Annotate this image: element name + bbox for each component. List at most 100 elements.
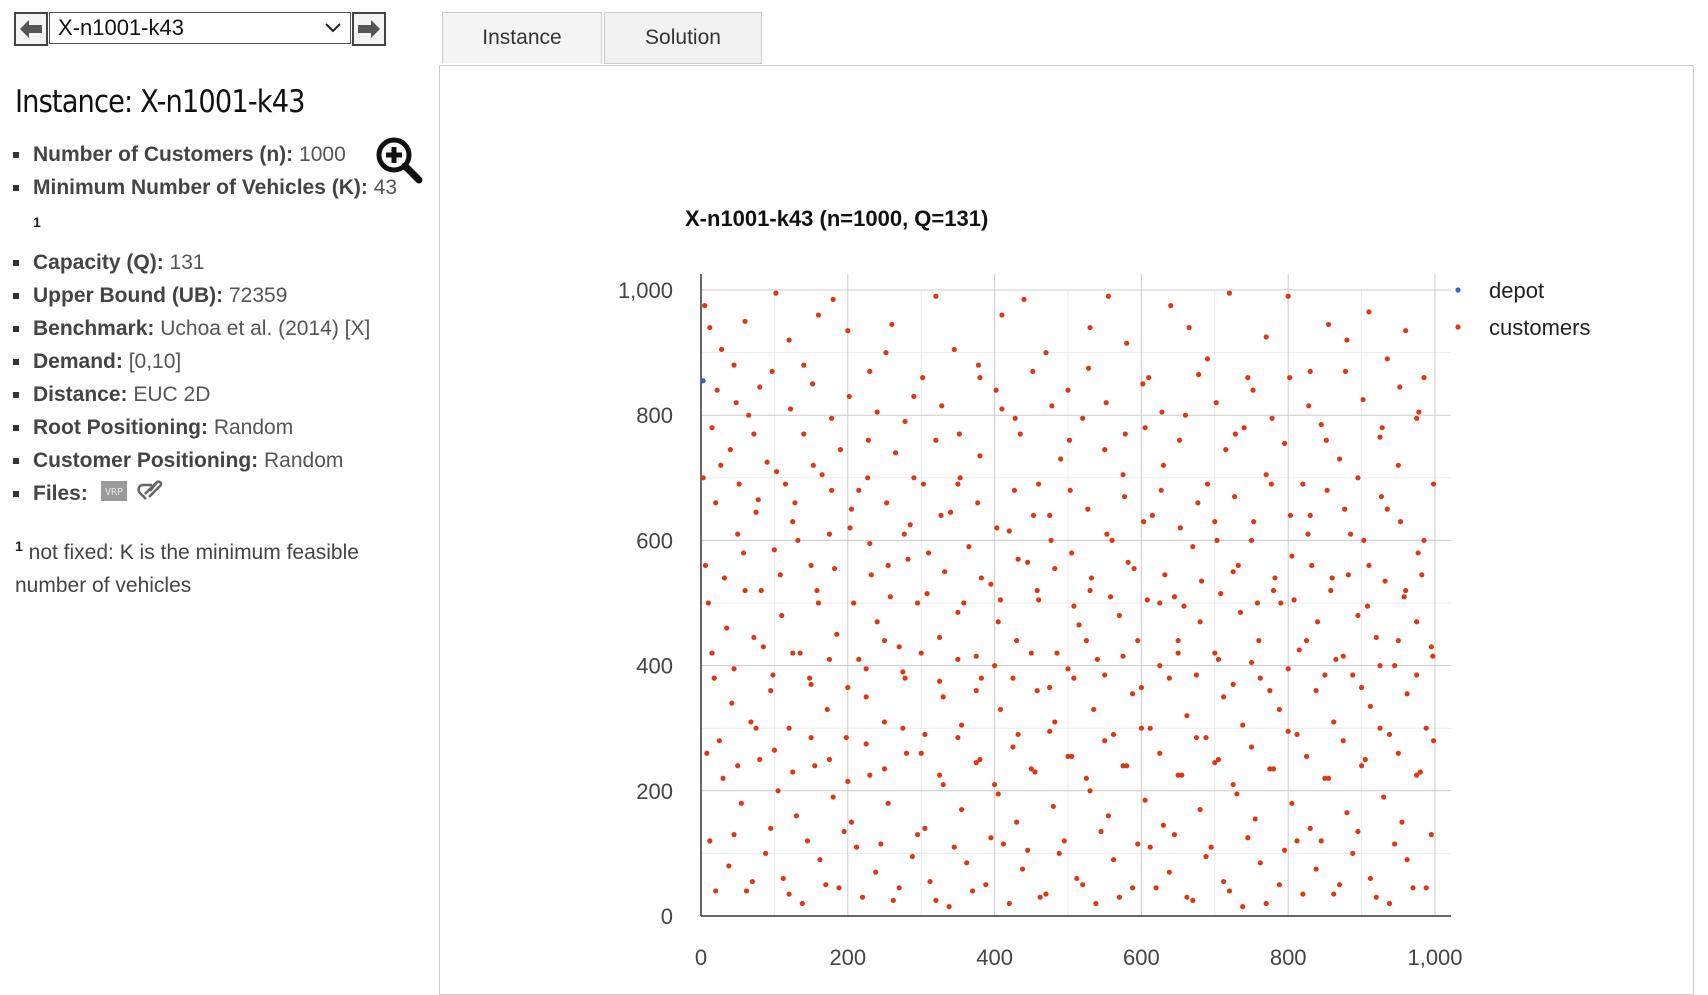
customer-point (1142, 797, 1148, 803)
customer-point (1417, 769, 1423, 775)
customer-point (799, 900, 805, 907)
customer-point (988, 581, 994, 587)
customer-point (1430, 481, 1437, 487)
customer-point (859, 894, 866, 900)
customer-point (892, 450, 899, 456)
customer-point (1085, 365, 1092, 371)
customer-point (834, 631, 840, 637)
customer-point (1230, 681, 1236, 687)
customer-point (1331, 719, 1337, 725)
customer-point (1342, 506, 1348, 512)
customer-point (1397, 384, 1403, 390)
customer-point (1120, 653, 1126, 659)
customer-point (801, 431, 807, 437)
customer-point (1395, 750, 1401, 756)
customer-point (956, 431, 962, 437)
instance-title: Instance: X-n1001-k43 (15, 84, 306, 120)
benchmark-link[interactable]: Uchoa et al. (2014) [X] (160, 317, 371, 340)
prop-benchmark: Benchmark: Uchoa et al. (2014) [X] (13, 312, 403, 345)
instance-properties: Number of Customers (n): 1000 Minimum Nu… (13, 138, 403, 510)
customer-point (1416, 409, 1422, 415)
customer-point (1403, 328, 1409, 334)
customer-point (1047, 728, 1053, 734)
customer-point (795, 537, 801, 543)
customer-point (1069, 753, 1075, 759)
customer-point (922, 731, 928, 738)
customer-point (1147, 725, 1153, 731)
customer-point (1267, 688, 1273, 694)
customer-point (760, 644, 766, 650)
customer-point (1333, 656, 1339, 662)
customer-point (773, 290, 779, 296)
customer-point (1303, 637, 1310, 644)
customer-point (771, 747, 777, 753)
zoom-in-icon[interactable] (375, 136, 423, 184)
customer-point (1355, 828, 1361, 835)
prev-instance-button[interactable] (14, 12, 48, 46)
customer-point (1300, 891, 1306, 897)
customer-point (957, 475, 963, 481)
customer-point (1052, 719, 1058, 725)
customer-point (1366, 562, 1372, 569)
customer-point (1036, 597, 1042, 603)
customer-point (1030, 368, 1036, 374)
prop-value: [0,10] (128, 350, 182, 373)
customer-point (1204, 356, 1211, 362)
customer-point (958, 806, 965, 813)
customer-point (922, 825, 928, 831)
customer-point (1430, 738, 1437, 744)
customer-point (829, 415, 835, 421)
depot-point (700, 378, 706, 384)
customer-point (1065, 387, 1071, 393)
customer-point (1166, 869, 1172, 875)
customer-point (951, 844, 957, 850)
customer-point (1186, 324, 1192, 331)
prop-value: 131 (169, 251, 205, 274)
instance-select[interactable]: X-n1001-k43 (49, 12, 351, 44)
solution-file-icon[interactable] (136, 477, 164, 503)
customer-point (1181, 603, 1187, 609)
customer-point (940, 781, 946, 788)
customer-point (1318, 838, 1324, 844)
customer-point (1278, 600, 1284, 606)
next-instance-button[interactable] (352, 12, 386, 46)
customer-point (1215, 656, 1222, 662)
customer-point (769, 368, 775, 374)
customer-point (1355, 612, 1361, 619)
customer-point (1237, 609, 1244, 615)
customer-point (1141, 519, 1147, 525)
tab-solution[interactable]: Solution (604, 12, 762, 64)
prop-label: Capacity (Q): (33, 251, 164, 274)
customer-point (1021, 296, 1027, 302)
footnote-text: not fixed: K is the minimum feasible num… (15, 541, 359, 597)
customer-point (1307, 825, 1313, 831)
customer-point (1395, 462, 1401, 468)
customer-point (1382, 578, 1388, 584)
customer-point (1028, 650, 1034, 656)
customer-point (707, 324, 713, 331)
prop-upper-bound: Upper Bound (UB): 72359 (13, 279, 403, 312)
customer-point (1017, 431, 1023, 437)
customer-point (736, 481, 742, 487)
chart-ticks: 0 200 400 600 800 1,000 0 200 400 600 800 1,000 (618, 278, 1463, 970)
customer-point (1144, 597, 1150, 603)
customer-point (1085, 506, 1091, 512)
customer-point (1331, 891, 1337, 897)
customer-point (727, 447, 733, 453)
customer-point (830, 794, 836, 800)
customer-point (1131, 565, 1137, 572)
tab-instance[interactable]: Instance (442, 12, 602, 64)
customer-point (863, 741, 869, 747)
customer-point (1399, 819, 1405, 825)
customer-point (920, 481, 927, 487)
customer-point (1196, 371, 1202, 378)
customer-point (1014, 637, 1020, 644)
customer-point (1377, 725, 1383, 731)
prop-value: 72359 (228, 284, 288, 307)
customer-point (881, 719, 888, 725)
customer-point (924, 591, 930, 597)
customer-point (1263, 900, 1269, 907)
customer-point (978, 575, 984, 581)
vrp-file-icon[interactable]: VRP (100, 479, 130, 503)
customer-point (786, 337, 792, 343)
